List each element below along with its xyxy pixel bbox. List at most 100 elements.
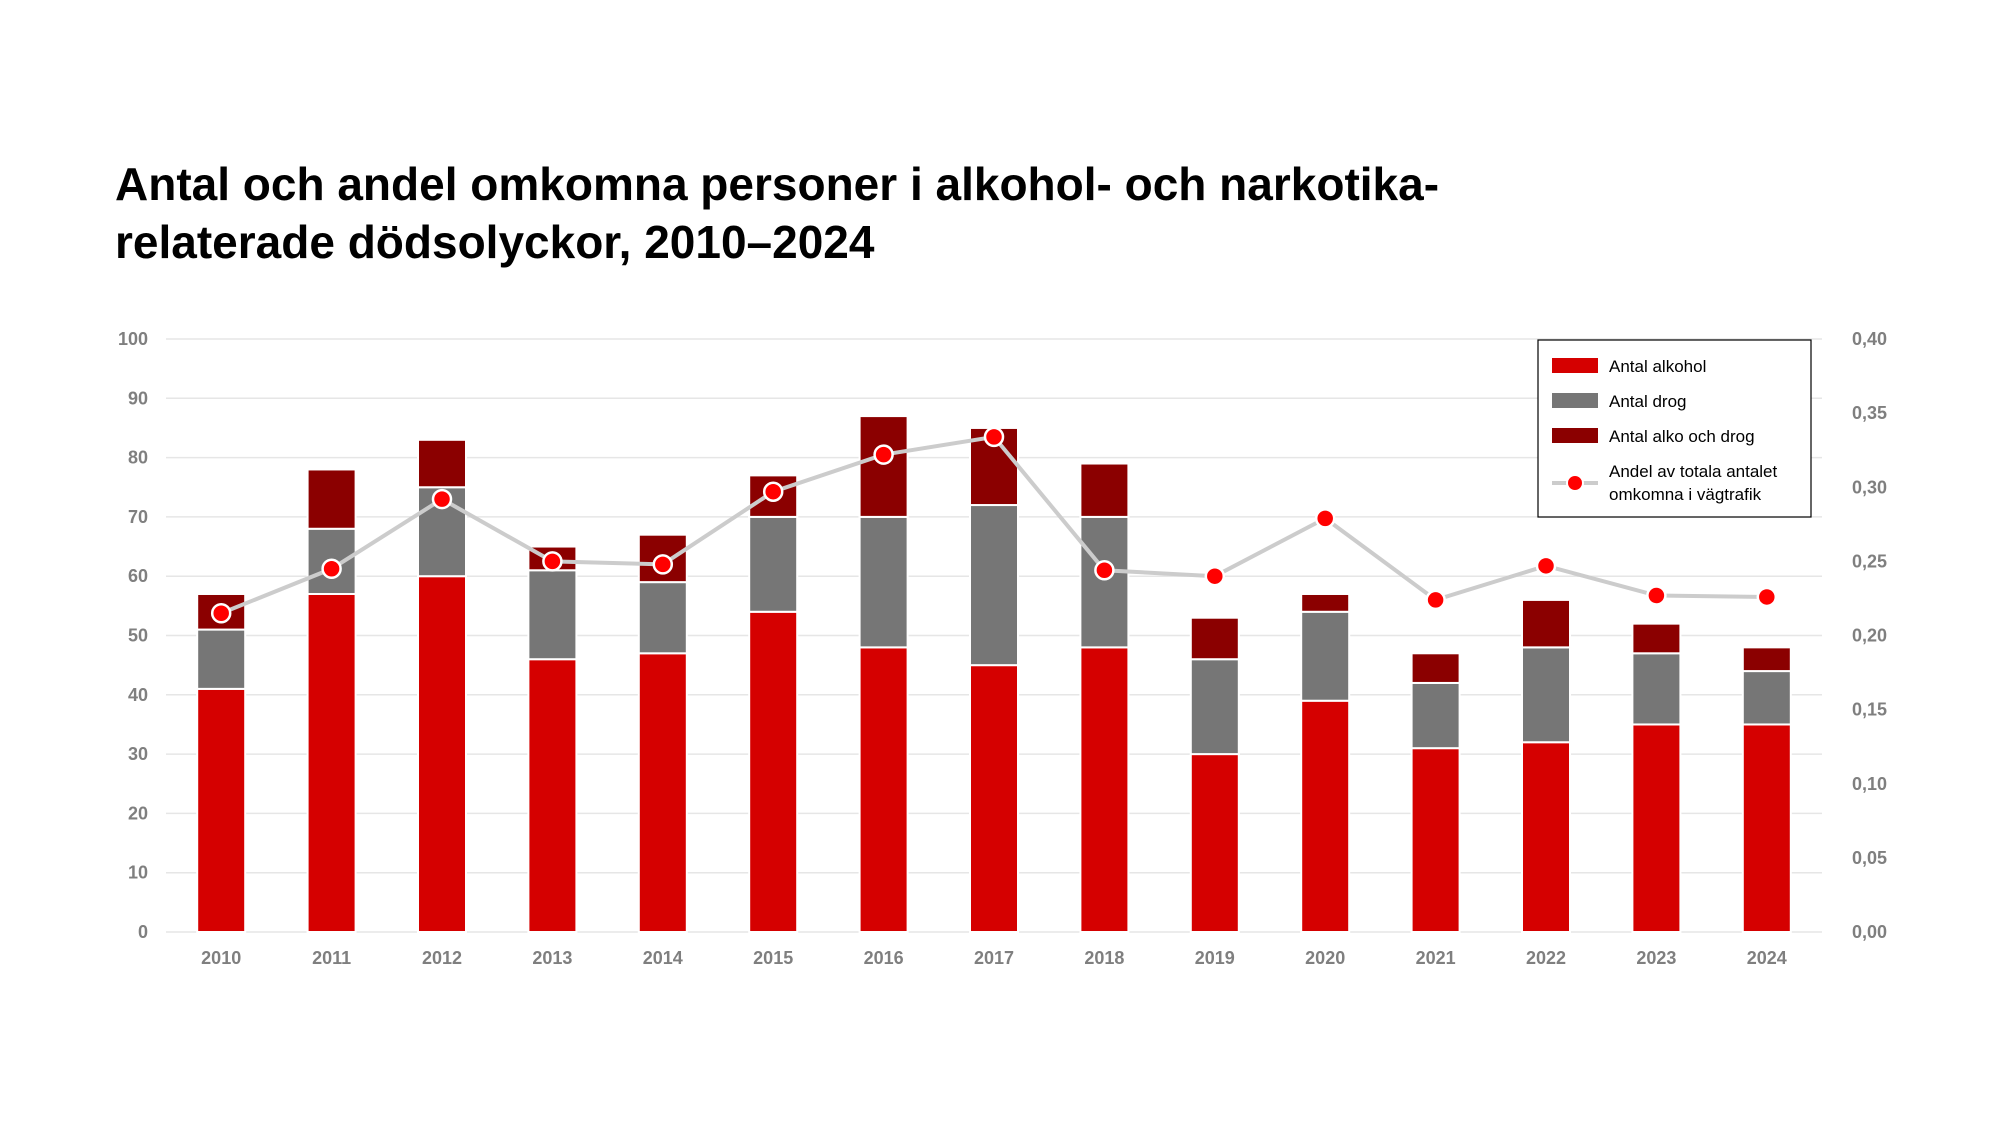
y2-tick-label: 0,40 <box>1852 329 1887 349</box>
chart-title-line-2: relaterade dödsolyckor, 2010–2024 <box>115 216 875 268</box>
y-tick-label: 0 <box>138 922 148 942</box>
bar-drog <box>1410 681 1461 750</box>
bar-alkohol <box>1410 747 1461 933</box>
bar-alkohol <box>196 687 247 933</box>
bar-alkohol <box>969 664 1019 934</box>
y-tick-label: 60 <box>128 566 148 586</box>
left-axis-ticks: 0 10 20 30 40 50 60 70 80 90 100 <box>118 329 148 942</box>
y2-tick-label: 0,10 <box>1852 774 1887 794</box>
bar-drog <box>858 515 909 649</box>
legend-swatch-drog <box>1552 393 1598 408</box>
bars <box>196 415 1792 934</box>
right-axis-ticks: 0,00 0,05 0,10 0,15 0,20 0,25 0,30 0,35 0,40 <box>1852 329 1887 942</box>
x-tick-label: 2020 <box>1305 948 1345 968</box>
y-tick-label: 40 <box>128 685 148 705</box>
x-tick-label: 2019 <box>1195 948 1235 968</box>
x-tick-label: 2015 <box>753 948 793 968</box>
share-point <box>1204 565 1226 587</box>
bar-alkohol <box>1741 723 1792 934</box>
share-point <box>1425 589 1446 611</box>
bar-alkohol <box>1631 723 1682 934</box>
bar-alko-drog <box>1079 462 1130 518</box>
share-point <box>1314 508 1336 529</box>
bar-drog <box>969 504 1019 667</box>
bar-alkohol <box>1521 741 1571 933</box>
bar-alko-drog <box>1741 646 1792 673</box>
bar-alkohol <box>637 652 688 933</box>
bar-alkohol <box>1079 646 1130 933</box>
legend-label-alko-drog: Antal alko och drog <box>1609 427 1755 446</box>
legend-swatch-alko-drog <box>1552 428 1598 443</box>
x-tick-label: 2013 <box>532 948 572 968</box>
bar-alkohol <box>417 575 467 933</box>
x-tick-label: 2018 <box>1084 948 1124 968</box>
y-tick-label: 20 <box>128 803 148 823</box>
y2-tick-label: 0,15 <box>1852 700 1887 720</box>
bar-alkohol <box>306 592 357 933</box>
x-tick-label: 2011 <box>312 948 351 968</box>
bar-alko-drog <box>1300 592 1351 613</box>
bar-drog <box>196 628 247 690</box>
bar-alko-drog <box>306 468 357 530</box>
bar-alkohol <box>1189 753 1240 933</box>
bar-alko-drog <box>1631 622 1682 655</box>
y2-tick-label: 0,30 <box>1852 477 1887 497</box>
bar-alko-drog <box>1410 652 1461 684</box>
bar-drog <box>1741 670 1792 726</box>
x-tick-label: 2024 <box>1747 948 1787 968</box>
share-point <box>762 481 784 502</box>
share-point <box>1535 555 1557 577</box>
bar-drog <box>1079 515 1130 649</box>
chart-title: Antal och andel omkomna personer i alkoh… <box>115 155 1815 271</box>
y-tick-label: 100 <box>118 329 148 349</box>
bar-drog <box>1521 646 1571 744</box>
legend-line-marker <box>1566 474 1584 492</box>
share-point <box>321 558 342 580</box>
share-point <box>873 444 894 465</box>
y2-tick-label: 0,05 <box>1852 848 1887 868</box>
y2-tick-label: 0,00 <box>1852 922 1887 942</box>
x-tick-label: 2010 <box>201 948 241 968</box>
legend-label-andel-line1: Andel av totala antalet <box>1609 462 1778 481</box>
share-point <box>210 603 232 624</box>
bar-alko-drog <box>417 438 467 489</box>
legend-label-andel-line2: omkomna i vägtrafik <box>1609 485 1762 504</box>
y2-tick-label: 0,35 <box>1852 403 1887 423</box>
x-axis-ticks: 2010 2011 2012 2013 2014 2015 2016 2017 2018 2019… <box>201 948 1787 968</box>
y-tick-label: 30 <box>128 744 148 764</box>
bar-alkohol <box>1300 699 1351 933</box>
bar-drog <box>527 569 578 661</box>
bar-alkohol <box>748 610 799 934</box>
share-line <box>210 426 1778 624</box>
legend-swatch-alkohol <box>1552 358 1598 373</box>
bar-drog <box>748 515 799 613</box>
x-tick-label: 2022 <box>1526 948 1566 968</box>
y-tick-label: 80 <box>128 448 148 468</box>
bar-alko-drog <box>1189 616 1240 661</box>
share-point <box>431 488 453 510</box>
x-tick-label: 2017 <box>974 948 1014 968</box>
chart-title-line-1: Antal och andel omkomna personer i alkoh… <box>115 158 1440 210</box>
share-point <box>983 426 1005 448</box>
bar-alkohol <box>527 658 578 933</box>
bar-alkohol <box>858 646 909 933</box>
bar-drog <box>1631 652 1682 726</box>
bar-drog <box>1189 658 1240 756</box>
x-tick-label: 2014 <box>643 948 683 968</box>
bar-alko-drog <box>858 415 909 518</box>
x-tick-label: 2012 <box>422 948 462 968</box>
bar-drog <box>1300 610 1351 702</box>
legend-label-alkohol: Antal alkohol <box>1609 357 1706 376</box>
y-tick-label: 90 <box>128 388 148 408</box>
bar-alko-drog <box>1521 598 1571 649</box>
share-point <box>1646 585 1667 606</box>
share-point <box>1756 586 1778 608</box>
share-point <box>542 551 563 572</box>
legend: Antal alkohol Antal drog Antal alko och … <box>1537 339 1812 518</box>
y-tick-label: 10 <box>128 863 148 883</box>
share-point <box>1094 560 1115 581</box>
x-tick-label: 2023 <box>1636 948 1676 968</box>
y2-tick-label: 0,20 <box>1852 626 1887 646</box>
bar-drog <box>637 581 688 655</box>
